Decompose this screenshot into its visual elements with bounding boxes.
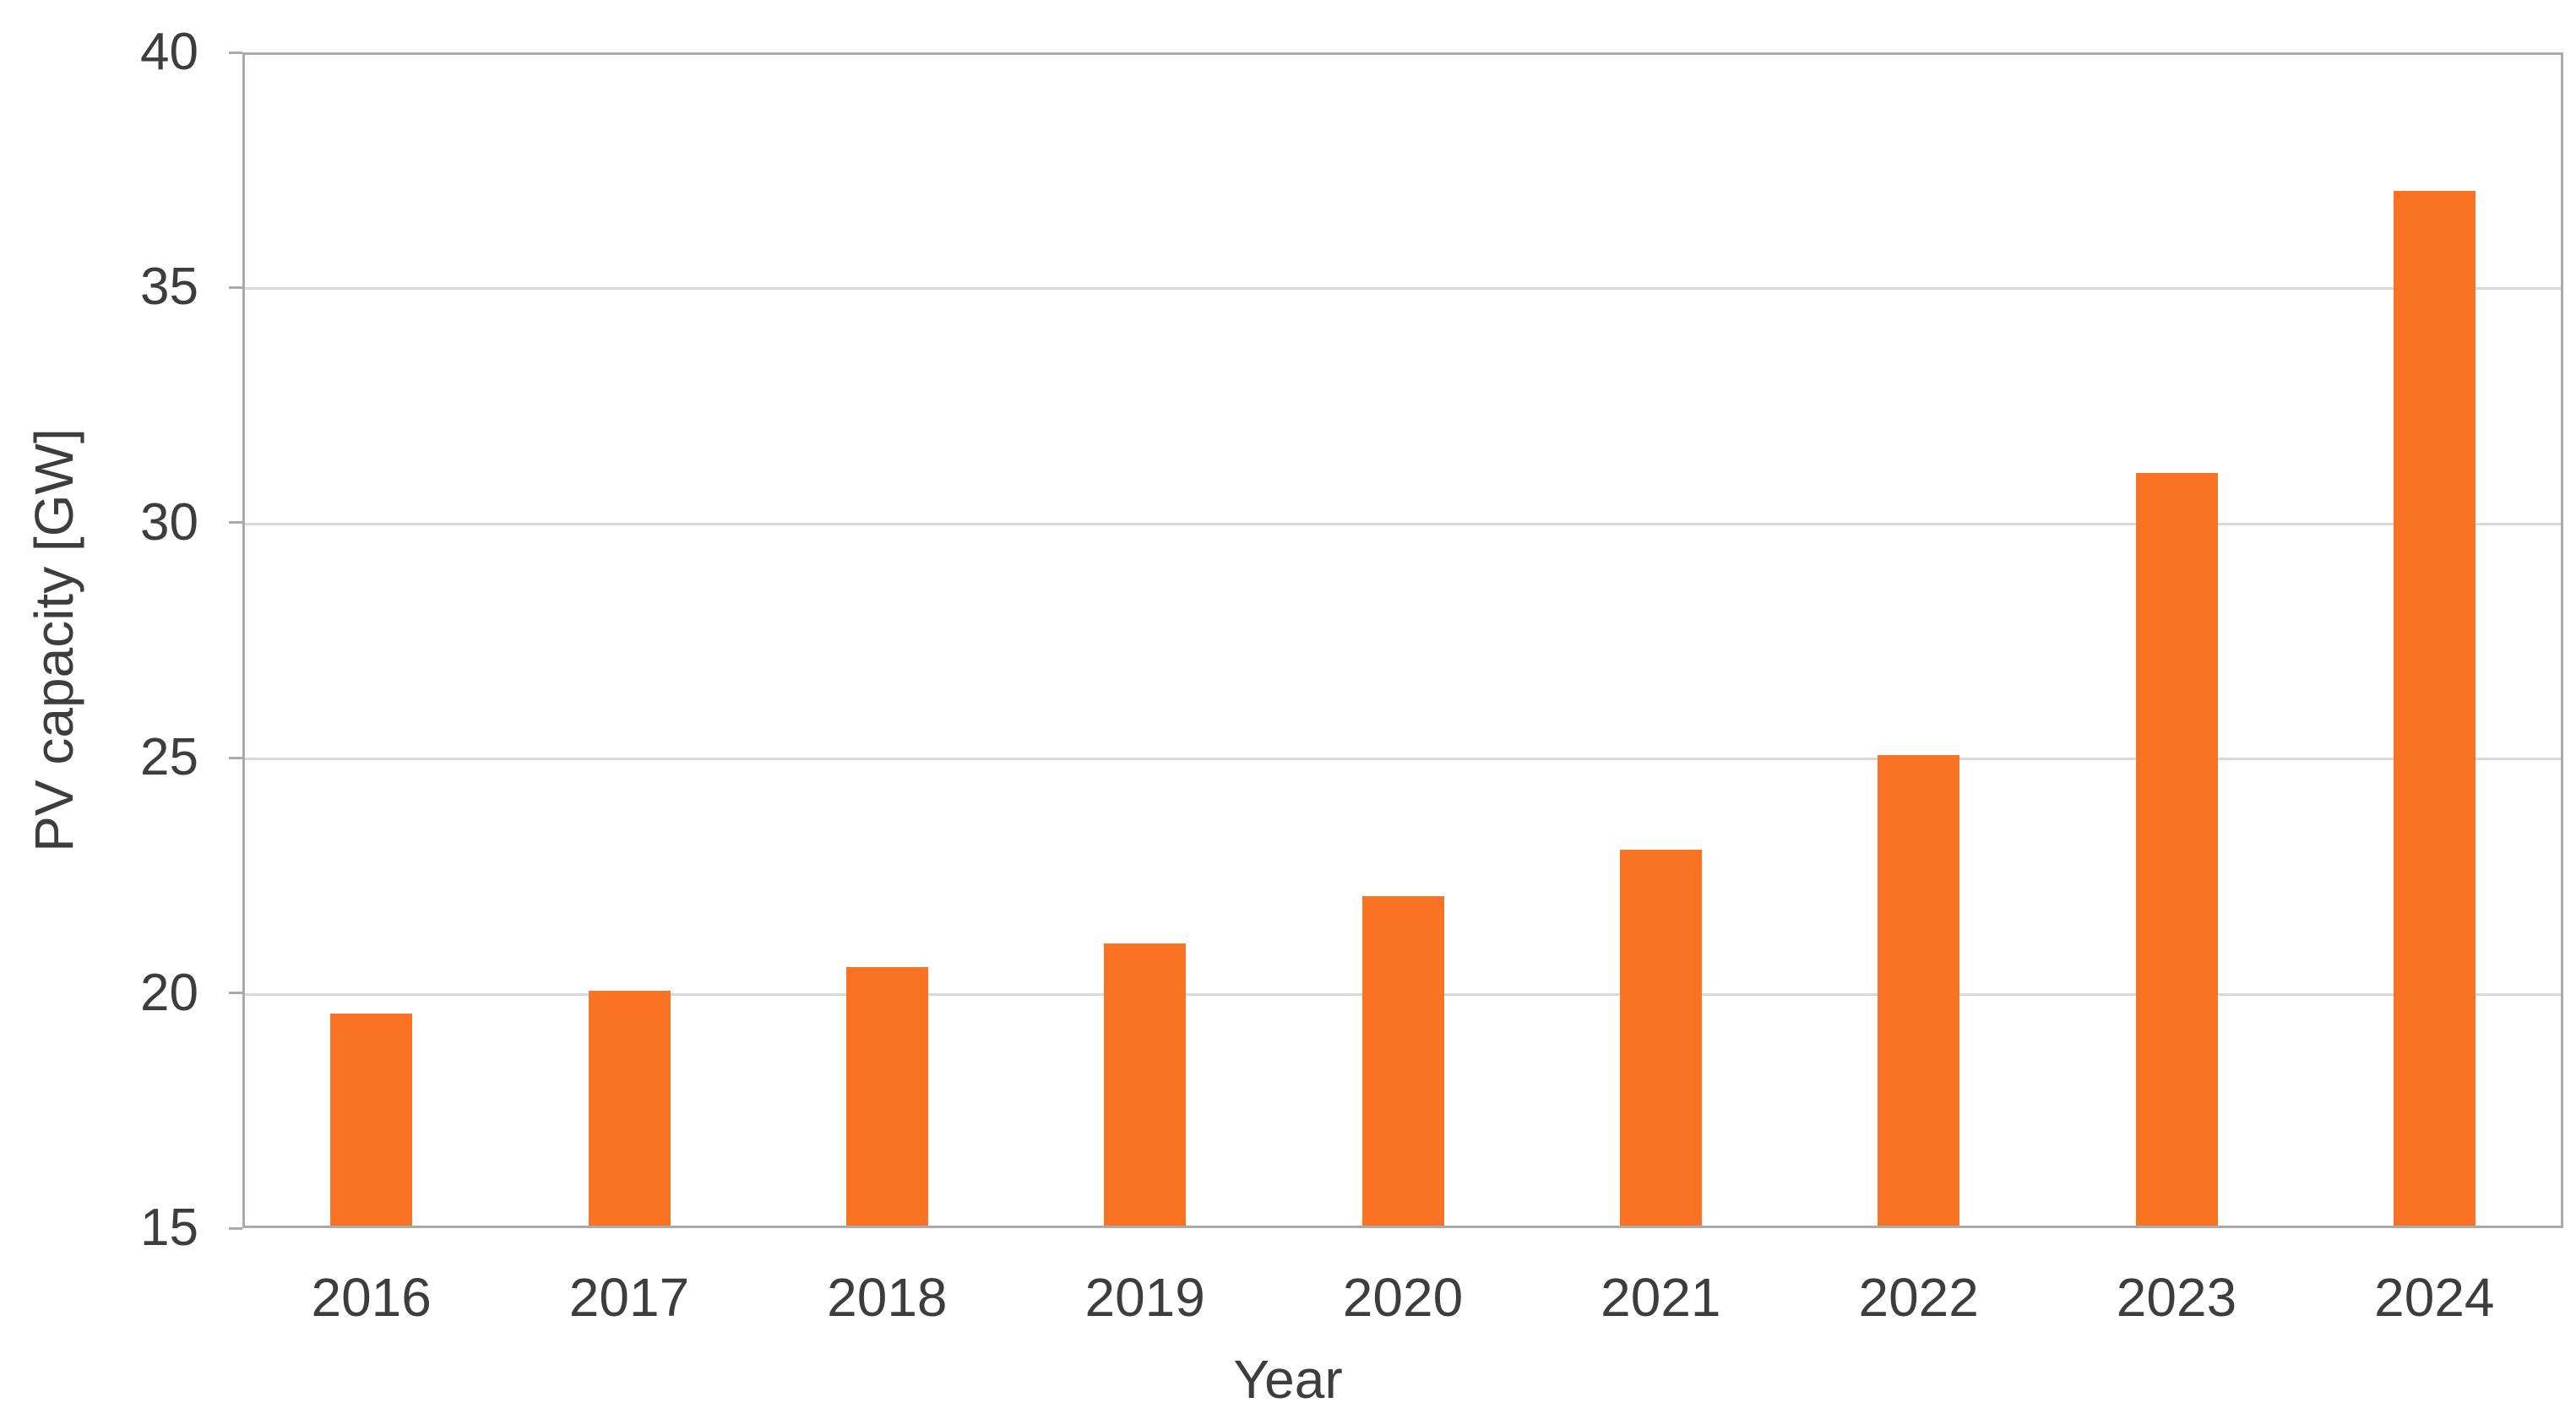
y-tick-label-40: 40 xyxy=(140,23,198,81)
y-tick-label-35: 35 xyxy=(140,258,198,317)
y-tick-label-20: 20 xyxy=(140,963,198,1022)
y-tick-mark-35 xyxy=(229,285,242,289)
bar-2017 xyxy=(588,990,671,1226)
y-tick-mark-15 xyxy=(229,1226,242,1230)
x-tick-label-2017: 2017 xyxy=(568,1267,690,1328)
y-tick-label-25: 25 xyxy=(140,728,198,787)
gridline-25 xyxy=(245,758,2561,761)
y-tick-mark-40 xyxy=(229,51,242,54)
x-tick-label-2023: 2023 xyxy=(2116,1267,2237,1328)
y-axis-title: PV capacity [GW] xyxy=(24,428,84,852)
y-tick-mark-20 xyxy=(229,992,242,995)
x-axis-title: Year xyxy=(1233,1349,1343,1410)
x-tick-label-2024: 2024 xyxy=(2374,1267,2495,1328)
bar-2018 xyxy=(845,966,928,1226)
y-tick-label-30: 30 xyxy=(140,492,198,552)
bar-2016 xyxy=(330,1014,413,1226)
y-tick-mark-25 xyxy=(229,756,242,759)
y-tick-label-15: 15 xyxy=(140,1199,198,1257)
plot-area xyxy=(242,52,2563,1228)
x-tick-label-2020: 2020 xyxy=(1342,1267,1464,1328)
y-tick-mark-30 xyxy=(229,521,242,525)
bar-2021 xyxy=(1619,849,1702,1226)
x-tick-label-2021: 2021 xyxy=(1600,1267,1721,1328)
gridline-35 xyxy=(245,287,2561,291)
x-tick-label-2022: 2022 xyxy=(1858,1267,1979,1328)
x-tick-label-2018: 2018 xyxy=(827,1267,948,1328)
bar-2019 xyxy=(1104,943,1187,1226)
x-tick-label-2016: 2016 xyxy=(311,1267,432,1328)
bar-2022 xyxy=(1878,755,1960,1226)
bar-2020 xyxy=(1361,896,1444,1226)
x-tick-label-2019: 2019 xyxy=(1084,1267,1205,1328)
bar-2023 xyxy=(2135,473,2218,1226)
bar-2024 xyxy=(2393,191,2475,1226)
gridline-30 xyxy=(245,522,2561,525)
